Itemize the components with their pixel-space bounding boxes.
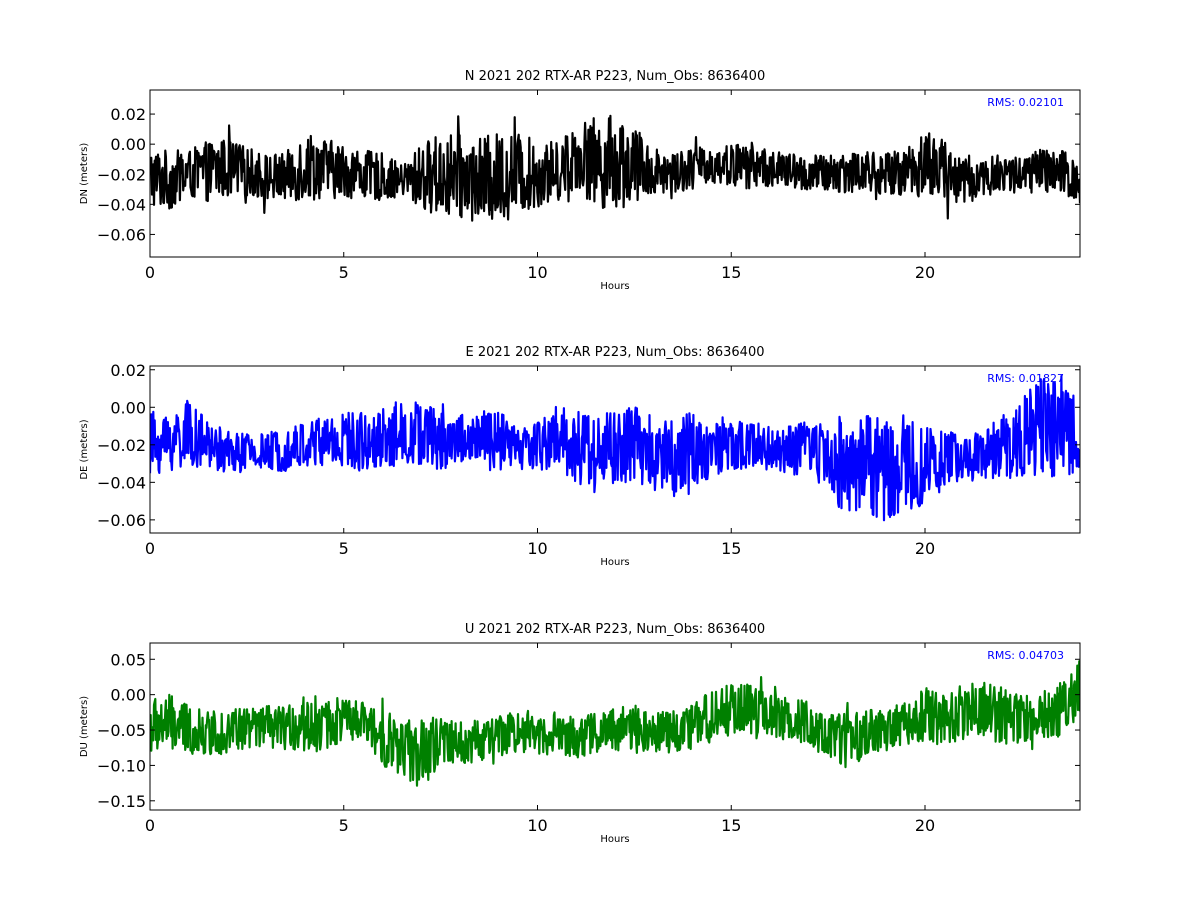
x-tick-label: 20 xyxy=(915,539,935,558)
axes-frame xyxy=(149,365,1081,534)
series-u-line xyxy=(150,660,1080,787)
subplot-n: 0 5 10 15 20 0.02 0.00 −0.02 −0.04 −0.06 N 2021 20… xyxy=(79,69,1081,292)
x-tick-label: 5 xyxy=(339,816,349,835)
x-axis-label: Hours xyxy=(600,834,629,845)
x-tick-label: 20 xyxy=(915,816,935,835)
series-e-line xyxy=(150,375,1080,522)
x-tick-label: 10 xyxy=(527,539,547,558)
x-tick-label: 15 xyxy=(721,539,741,558)
subplot-u: 0 5 10 15 20 0.05 0.00 −0.05 −0.10 −0.15 U 2021 20… xyxy=(79,622,1081,845)
rms-annotation: RMS: 0.01827 xyxy=(987,372,1064,385)
x-tick-label: 5 xyxy=(339,263,349,282)
x-tick-label: 0 xyxy=(145,816,155,835)
axes-frame xyxy=(149,89,1081,258)
y-tick-label: −0.05 xyxy=(97,721,146,740)
y-tick-label: −0.02 xyxy=(97,165,146,184)
y-tick-label: 0.02 xyxy=(110,361,146,380)
x-tick-label: 5 xyxy=(339,539,349,558)
y-tick-label: 0.00 xyxy=(110,398,146,417)
rms-annotation: RMS: 0.04703 xyxy=(987,649,1064,662)
rms-annotation: RMS: 0.02101 xyxy=(987,96,1064,109)
x-tick-label: 15 xyxy=(721,816,741,835)
x-tick-label: 10 xyxy=(527,263,547,282)
y-tick-label: −0.10 xyxy=(97,756,146,775)
y-tick-label: −0.02 xyxy=(97,436,146,455)
subplot-e: 0 5 10 15 20 0.02 0.00 −0.02 −0.04 −0.06 E 2021 20… xyxy=(79,345,1081,568)
y-tick-label: −0.04 xyxy=(97,195,146,214)
chart-title: U 2021 202 RTX-AR P223, Num_Obs: 8636400 xyxy=(465,622,765,637)
y-tick-label: 0.00 xyxy=(110,135,146,154)
x-tick-label: 20 xyxy=(915,263,935,282)
y-tick-label: 0.05 xyxy=(110,650,146,669)
y-axis-label: DE (meters) xyxy=(79,419,90,479)
y-tick-label: 0.00 xyxy=(110,686,146,705)
y-tick-label: −0.06 xyxy=(97,511,146,530)
series-n-line xyxy=(150,114,1080,222)
y-axis-label: DU (meters) xyxy=(79,696,90,757)
chart-title: N 2021 202 RTX-AR P223, Num_Obs: 8636400 xyxy=(465,69,765,84)
y-axis-label: DN (meters) xyxy=(79,143,90,205)
x-tick-label: 15 xyxy=(721,263,741,282)
x-axis-label: Hours xyxy=(600,281,629,292)
x-tick-label: 0 xyxy=(145,263,155,282)
chart-title: E 2021 202 RTX-AR P223, Num_Obs: 8636400 xyxy=(466,345,765,360)
x-tick-label: 0 xyxy=(145,539,155,558)
axes-frame xyxy=(149,642,1081,811)
y-tick-label: −0.15 xyxy=(97,792,146,811)
y-tick-label: −0.04 xyxy=(97,473,146,492)
x-axis-label: Hours xyxy=(600,557,629,568)
y-tick-label: 0.02 xyxy=(110,105,146,124)
y-tick-label: −0.06 xyxy=(97,225,146,244)
x-tick-label: 10 xyxy=(527,816,547,835)
